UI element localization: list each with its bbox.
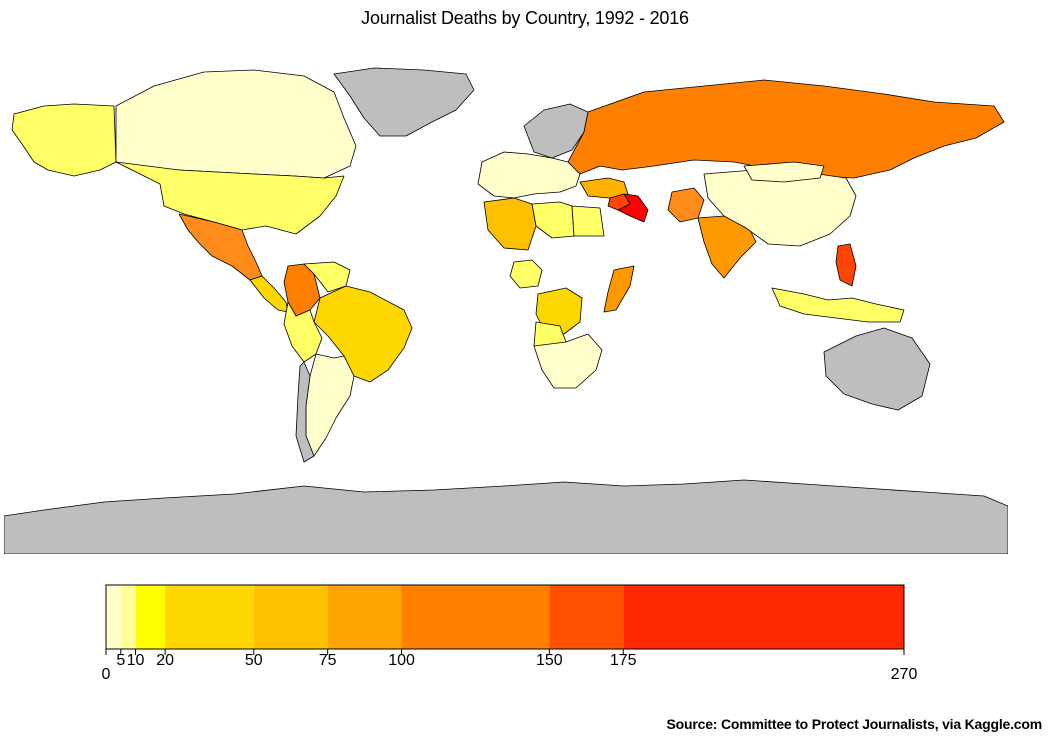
- source-caption: Source: Committee to Protect Journalists…: [666, 716, 1043, 732]
- legend-tick-label: 150: [536, 652, 563, 669]
- region-brazil: [313, 285, 413, 383]
- legend-bin: [165, 585, 254, 649]
- region-antarctica: [3, 479, 1009, 555]
- legend-tick-label: 0: [102, 666, 111, 683]
- region-peru: [283, 301, 323, 363]
- region-united-states: [115, 161, 345, 235]
- legend-bin: [120, 585, 136, 649]
- region-somalia: [603, 265, 635, 313]
- color-legend-svg: 05 10 20 50 75 100 150 175 270: [102, 584, 918, 683]
- legend-tick-label: 75: [319, 652, 337, 669]
- region-russia: [567, 79, 1005, 179]
- region-chile: [295, 361, 315, 463]
- region-algeria: [483, 197, 537, 251]
- world-map: [3, 66, 1009, 555]
- region-nigeria: [509, 259, 543, 289]
- chart-title: Journalist Deaths by Country, 1992 - 201…: [361, 8, 689, 28]
- region-southern-africa: [533, 333, 603, 389]
- region-congo: [535, 287, 583, 335]
- legend-bin: [549, 585, 624, 649]
- legend-tick-label: 270: [891, 666, 918, 683]
- legend-tick-label: 10: [127, 652, 145, 669]
- legend-tick-label: 50: [245, 652, 263, 669]
- region-turkey: [579, 177, 629, 199]
- world-map-svg: [3, 66, 1009, 555]
- legend-tick-label: 20: [156, 652, 174, 669]
- color-legend: 0 5 10 20 50 75 100 150 175 270: [0, 580, 1050, 690]
- region-mongolia: [743, 161, 825, 183]
- legend-bin: [327, 585, 402, 649]
- region-alaska: [11, 103, 117, 177]
- legend-bin: [253, 585, 328, 649]
- legend-bin: [135, 585, 166, 649]
- legend-tick-label: 175: [610, 652, 637, 669]
- legend-bin: [401, 585, 550, 649]
- legend-tick-label: 5: [116, 652, 125, 669]
- region-indonesia: [771, 287, 905, 323]
- region-philippines: [835, 243, 857, 287]
- legend-bin: [623, 585, 904, 649]
- legend-tick-label: 100: [388, 652, 415, 669]
- region-australia: [823, 327, 931, 411]
- region-syria: [607, 193, 631, 211]
- region-egypt: [571, 205, 605, 237]
- region-europe: [477, 151, 581, 199]
- legend-bin: [106, 585, 121, 649]
- region-greenland: [333, 67, 475, 137]
